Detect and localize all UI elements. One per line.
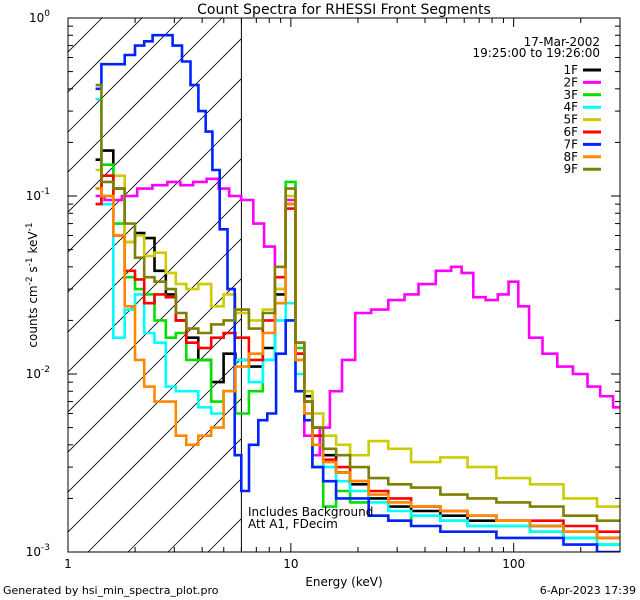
y-tick-label: 10-1 [26,187,50,203]
legend-label-2F: 2F [563,75,578,89]
hatch-line [448,0,640,552]
hatch-line [68,198,242,373]
footer-timestamp: 6-Apr-2023 17:39 [540,584,636,597]
legend-label-9F: 9F [563,162,578,176]
hatch-line [608,0,640,552]
excluded-region-hatch [0,0,640,552]
hatch-line [0,0,48,552]
time-range: 19:25:00 to 19:26:00 [473,46,600,60]
y-tick-label: 10-2 [26,365,50,381]
series-lines [95,33,620,552]
legend-label-1F: 1F [563,63,578,77]
hatch-line [68,118,242,293]
x-tick-label: 100 [502,557,525,571]
legend-label-5F: 5F [563,113,578,127]
observation-date: 17-Mar-2002 [524,35,600,49]
series-line-4F [95,97,620,546]
hatch-line [0,0,128,552]
hatch-line [127,438,242,552]
hatch-line [68,18,223,173]
legend-label-6F: 6F [563,125,578,139]
hatch-line [87,398,242,552]
hatch-line [68,18,143,93]
x-axis-label: Energy (keV) [305,575,382,589]
series-line-9F [95,83,620,522]
hatch-line [0,0,88,552]
chart-title: Count Spectra for RHESSI Front Segments [197,2,491,18]
hatch-line [68,78,242,253]
legend-label-8F: 8F [563,150,578,164]
hatch-line [68,358,242,533]
series-line-7F [95,33,620,552]
footer-generated-by: Generated by hsi_min_spectra_plot.pro [3,584,219,597]
legend-label-3F: 3F [563,88,578,102]
y-tick-label: 10-3 [26,543,50,559]
hatch-line [68,318,242,493]
hatch-line [248,0,640,552]
hatch-line [68,38,242,213]
legend-label-4F: 4F [563,100,578,114]
hatch-line [408,0,640,552]
hatch-line [0,0,8,552]
legend-label-7F: 7F [563,137,578,151]
plot-frame [67,17,621,553]
hatch-line [68,18,183,133]
series-line-2F [95,177,620,457]
x-tick-label: 10 [283,557,298,571]
attenuator-note: Att A1, FDecim [248,517,338,531]
y-tick-label: 100 [29,9,50,25]
series-line-5F [95,168,620,508]
hatch-line [68,158,242,333]
background-note: Includes Background [248,505,373,519]
hatch-line [68,238,242,413]
hatch-line [568,0,640,552]
series-line-8F [95,187,620,540]
y-axis-label: counts cm-2 s-1 keV-1 [25,222,40,347]
x-tick-label: 1 [64,557,72,571]
axis-ticks: 1 10 100 10-3 10-2 10-1 100 [26,9,621,571]
